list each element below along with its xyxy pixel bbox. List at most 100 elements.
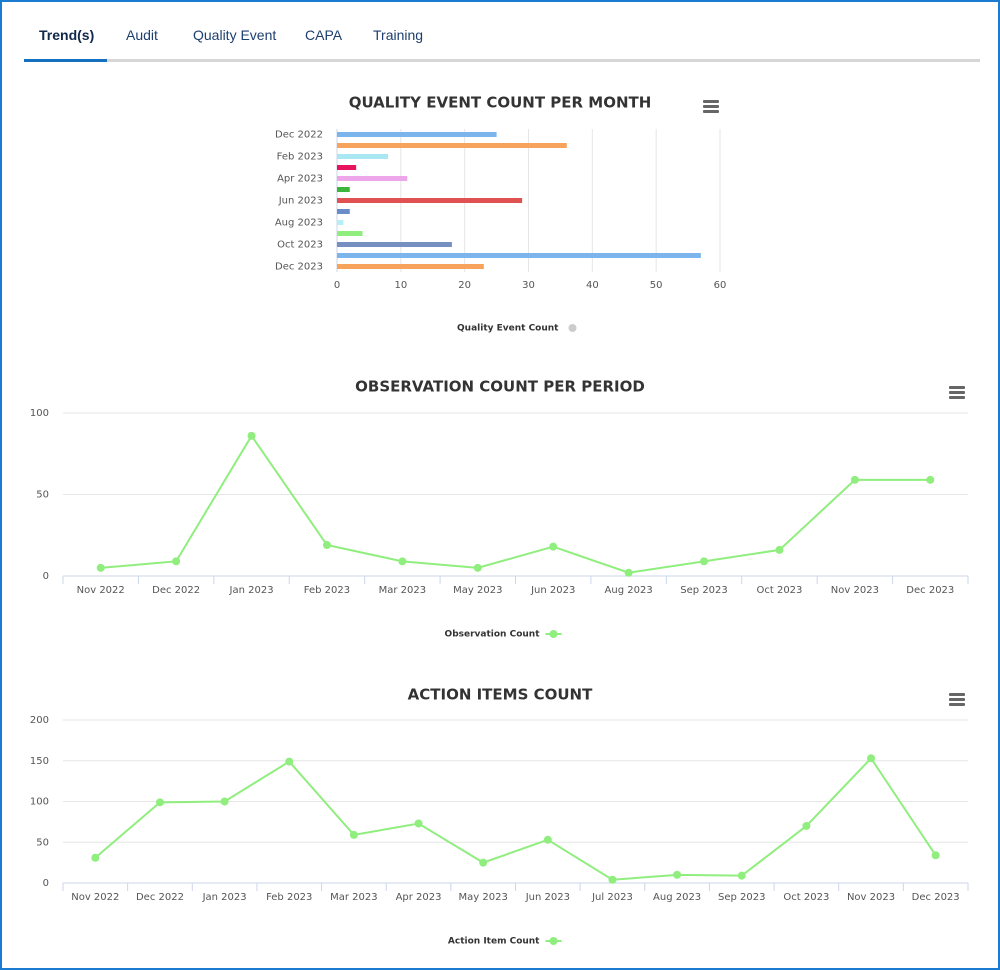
x-tick-label: Nov 2022 <box>71 892 119 903</box>
data-point <box>285 757 294 766</box>
data-point <box>220 797 229 806</box>
x-tick-label: Aug 2023 <box>605 585 653 596</box>
bar <box>337 165 357 170</box>
y-tick-label: 0 <box>43 878 49 889</box>
data-point <box>700 557 709 566</box>
x-tick-label: 60 <box>714 280 727 291</box>
x-tick-label: May 2023 <box>453 585 502 596</box>
data-point <box>247 431 256 440</box>
x-tick-label: Aug 2023 <box>653 892 701 903</box>
chart-title: OBSERVATION COUNT PER PERIOD <box>355 378 645 396</box>
y-tick-label: 50 <box>36 490 49 501</box>
x-tick-label: Oct 2023 <box>756 585 802 596</box>
y-tick-label: Jun 2023 <box>278 196 323 207</box>
x-tick-label: Sep 2023 <box>718 892 765 903</box>
tab[interactable]: CAPA <box>305 27 343 43</box>
data-point <box>479 858 488 867</box>
tab[interactable]: Training <box>373 27 424 43</box>
legend-item[interactable]: Quality Event Count <box>457 324 577 334</box>
x-tick-label: 30 <box>522 280 535 291</box>
x-tick-label: Oct 2023 <box>783 892 829 903</box>
x-tick-label: Nov 2022 <box>77 585 125 596</box>
bar <box>337 242 452 247</box>
x-tick-label: Feb 2023 <box>304 585 350 596</box>
data-point <box>867 754 876 763</box>
y-tick-label: 0 <box>43 571 49 582</box>
legend-symbol <box>549 630 558 638</box>
bar <box>337 231 363 236</box>
data-point <box>931 851 940 860</box>
bar <box>337 220 344 225</box>
tab-bar: Trend(s) Audit Quality Event CAPA Traini… <box>24 2 980 62</box>
bar <box>337 264 484 269</box>
series-line <box>100 433 931 574</box>
y-tick-label: Dec 2022 <box>275 130 323 141</box>
y-tick-label: Dec 2023 <box>275 262 323 273</box>
legend-item[interactable]: Action Item Count <box>448 937 562 947</box>
data-point <box>673 870 682 879</box>
data-point <box>91 853 100 862</box>
tab[interactable]: Quality Event <box>193 27 277 43</box>
x-tick-label: Apr 2023 <box>396 892 442 903</box>
menu-icon-bar <box>949 386 965 389</box>
tab[interactable]: Trend(s) <box>39 27 95 43</box>
menu-icon-bar <box>949 698 965 701</box>
chart-menu-button[interactable] <box>703 100 719 113</box>
legend-label: Observation Count <box>445 630 541 640</box>
data-point <box>414 819 423 828</box>
chart-menu-button[interactable] <box>949 386 965 399</box>
menu-icon-bar <box>703 100 719 103</box>
x-tick-label: Jan 2023 <box>229 585 274 596</box>
y-tick-label: 200 <box>30 715 49 726</box>
legend-symbol <box>568 324 577 332</box>
data-point <box>608 875 617 884</box>
x-tick-label: Dec 2023 <box>912 892 960 903</box>
x-tick-label: Jan 2023 <box>202 892 247 903</box>
x-tick-label: Jun 2023 <box>525 892 570 903</box>
y-tick-label: 150 <box>30 756 49 767</box>
x-tick-label: 20 <box>458 280 471 291</box>
x-tick-label: 40 <box>586 280 599 291</box>
x-tick-label: Jul 2023 <box>591 892 633 903</box>
data-point <box>802 821 811 830</box>
bar <box>337 253 701 258</box>
x-tick-label: Feb 2023 <box>266 892 312 903</box>
legend-item[interactable]: Observation Count <box>445 630 562 640</box>
x-tick-label: Nov 2023 <box>847 892 895 903</box>
x-tick-label: May 2023 <box>459 892 508 903</box>
chart-title: QUALITY EVENT COUNT PER MONTH <box>349 94 652 112</box>
x-tick-label: 10 <box>394 280 407 291</box>
y-tick-label: Oct 2023 <box>277 240 323 251</box>
active-tab-indicator <box>24 59 107 62</box>
x-tick-label: Dec 2022 <box>152 585 200 596</box>
menu-icon-bar <box>949 693 965 696</box>
menu-icon-bar <box>703 105 719 108</box>
data-point <box>172 557 181 566</box>
data-point <box>624 568 633 577</box>
legend-label: Quality Event Count <box>457 324 559 334</box>
data-point <box>926 475 935 484</box>
y-tick-label: Aug 2023 <box>275 218 323 229</box>
tab[interactable]: Audit <box>126 27 158 43</box>
x-tick-label: Mar 2023 <box>379 585 427 596</box>
x-tick-label: Mar 2023 <box>330 892 378 903</box>
x-tick-label: 50 <box>650 280 663 291</box>
menu-icon-bar <box>949 396 965 399</box>
bar <box>337 176 408 181</box>
bar <box>337 132 497 137</box>
menu-icon-bar <box>949 391 965 394</box>
bar <box>337 187 350 192</box>
chart-title: ACTION ITEMS COUNT <box>408 686 593 704</box>
data-point <box>549 542 558 551</box>
data-point <box>398 557 407 566</box>
data-point <box>775 545 784 554</box>
x-tick-label: Dec 2023 <box>906 585 954 596</box>
x-tick-label: Sep 2023 <box>680 585 727 596</box>
chart-menu-button[interactable] <box>949 693 965 706</box>
y-tick-label: 50 <box>36 837 49 848</box>
x-tick-label: Nov 2023 <box>831 585 879 596</box>
bar <box>337 209 350 214</box>
data-point <box>850 475 859 484</box>
